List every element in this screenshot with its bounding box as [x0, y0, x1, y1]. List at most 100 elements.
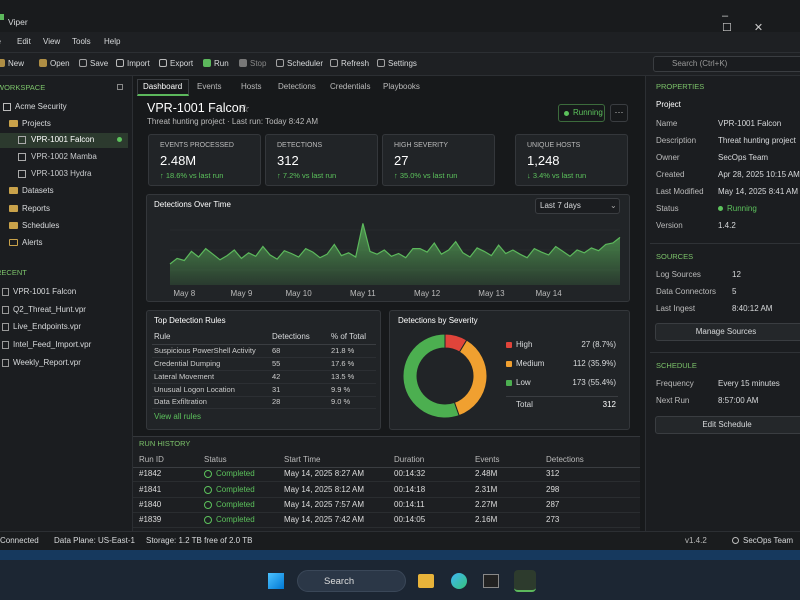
- property-value: 5: [732, 287, 737, 296]
- file-icon: [2, 359, 9, 367]
- menu-item[interactable]: Tools: [72, 37, 91, 46]
- tab[interactable]: Detections: [278, 82, 316, 91]
- toolbar-button[interactable]: Import: [127, 59, 150, 68]
- recent-item[interactable]: Weekly_Report.vpr: [13, 358, 81, 367]
- search-placeholder[interactable]: Search (Ctrl+K): [672, 59, 728, 68]
- toolbar: [0, 52, 800, 76]
- row-divider: [133, 497, 640, 498]
- tree-item[interactable]: Acme Security: [15, 102, 67, 111]
- header-divider: [152, 344, 376, 345]
- chart-title: Detections Over Time: [154, 200, 231, 209]
- toolbar-button[interactable]: Settings: [388, 59, 417, 68]
- check-icon: [204, 470, 212, 478]
- link[interactable]: View all rules: [154, 412, 201, 421]
- menu-item[interactable]: Edit: [17, 37, 31, 46]
- menu-item[interactable]: Help: [104, 37, 121, 46]
- range-dropdown[interactable]: [535, 198, 620, 214]
- recent-item[interactable]: Intel_Feed_Import.vpr: [13, 340, 92, 349]
- tab[interactable]: Credentials: [330, 82, 371, 91]
- kpi-card: [515, 134, 628, 186]
- toolbar-icon: [0, 59, 5, 67]
- check-icon: [204, 516, 212, 524]
- toolbar-button[interactable]: Export: [170, 59, 194, 68]
- property-key: Last Modified: [656, 187, 704, 196]
- taskbar-search[interactable]: Search: [324, 576, 355, 587]
- table-cell: 2.16M: [475, 515, 498, 524]
- toolbar-button[interactable]: New: [8, 59, 25, 68]
- row-divider: [152, 408, 376, 409]
- toolbar-button[interactable]: Stop: [250, 59, 267, 68]
- button-label[interactable]: Edit Schedule: [702, 420, 752, 429]
- taskbar-icon[interactable]: [451, 573, 467, 589]
- menu-item[interactable]: File: [0, 36, 1, 48]
- toolbar-button[interactable]: Open: [50, 59, 70, 68]
- tree-item[interactable]: Reports: [22, 204, 51, 213]
- button[interactable]: [655, 323, 800, 341]
- start-button[interactable]: [268, 573, 284, 589]
- toolbar-icon: [203, 59, 211, 67]
- table-cell: 312: [546, 469, 560, 478]
- toolbar-button[interactable]: Scheduler: [287, 59, 324, 68]
- recent-item[interactable]: Q2_Threat_Hunt.vpr: [13, 305, 86, 314]
- table-header: Status: [204, 455, 227, 464]
- tab[interactable]: Events: [197, 82, 222, 91]
- recent-item[interactable]: VPR-1001 Falcon: [13, 287, 77, 296]
- tree-item[interactable]: Datasets: [22, 186, 54, 195]
- property-value: SecOps Team: [718, 153, 769, 162]
- status-button[interactable]: [558, 104, 605, 122]
- tab[interactable]: Playbooks: [383, 82, 420, 91]
- x-tick-label: May 10: [285, 289, 312, 298]
- table-cell: 2.31M: [475, 485, 498, 494]
- tab[interactable]: Dashboard: [143, 82, 183, 91]
- kpi-label: DETECTIONS: [277, 142, 323, 149]
- toolbar-button[interactable]: Save: [90, 59, 109, 68]
- toolbar-button[interactable]: Refresh: [341, 59, 370, 68]
- tree-item[interactable]: Projects: [22, 119, 51, 128]
- folder-icon: [9, 222, 18, 229]
- kpi-delta: ↑ 7.2% vs last run: [277, 171, 337, 180]
- property-value: Running: [727, 204, 757, 213]
- legend-swatch: [506, 380, 512, 386]
- property-key: Created: [656, 170, 685, 179]
- search-pill[interactable]: [297, 570, 406, 592]
- kpi-card: [382, 134, 495, 186]
- folder-icon: [9, 187, 18, 194]
- property-key: Next Run: [656, 396, 690, 405]
- table-cell: Suspicious PowerShell Activity: [154, 346, 256, 355]
- toolbar-button[interactable]: Run: [214, 59, 229, 68]
- tree-item[interactable]: Schedules: [22, 221, 60, 230]
- tree-item[interactable]: VPR-1003 Hydra: [31, 169, 92, 178]
- row-divider: [152, 396, 376, 397]
- taskbar-icon[interactable]: [514, 570, 536, 592]
- toolbar-icon: [116, 59, 124, 67]
- tree-item[interactable]: Alerts: [22, 238, 43, 247]
- title-bar: [0, 0, 800, 32]
- table-cell: 28: [272, 397, 281, 406]
- range-selected[interactable]: Last 7 days: [540, 201, 581, 210]
- tree-item[interactable]: VPR-1001 Falcon: [31, 135, 95, 144]
- taskbar-icon[interactable]: [418, 574, 434, 588]
- menu-item[interactable]: View: [43, 37, 61, 46]
- button[interactable]: [655, 416, 800, 434]
- toolbar-icon: [79, 59, 87, 67]
- tab[interactable]: Hosts: [241, 82, 262, 91]
- more-button[interactable]: ···: [610, 104, 628, 122]
- recent-item[interactable]: Live_Endpoints.vpr: [13, 322, 82, 331]
- tree-item[interactable]: VPR-1002 Mamba: [31, 152, 97, 161]
- table-cell: 13.5 %: [331, 372, 355, 381]
- window-controls[interactable]: –☐✕: [722, 10, 786, 34]
- taskbar-icon[interactable]: [483, 574, 499, 588]
- status-label[interactable]: Running: [573, 108, 603, 117]
- search-box[interactable]: [653, 56, 800, 72]
- kpi-value: 27: [394, 153, 409, 168]
- table-cell: 31: [272, 385, 281, 394]
- button-label[interactable]: Manage Sources: [695, 327, 757, 336]
- property-value: Every 15 minutes: [718, 379, 780, 388]
- total-label: Total: [516, 400, 533, 409]
- header-divider: [133, 467, 640, 468]
- row-divider: [152, 357, 376, 358]
- table-cell: Lateral Movement: [154, 372, 215, 381]
- table-header: Detections: [272, 332, 310, 341]
- section-title: PROPERTIES: [656, 82, 705, 91]
